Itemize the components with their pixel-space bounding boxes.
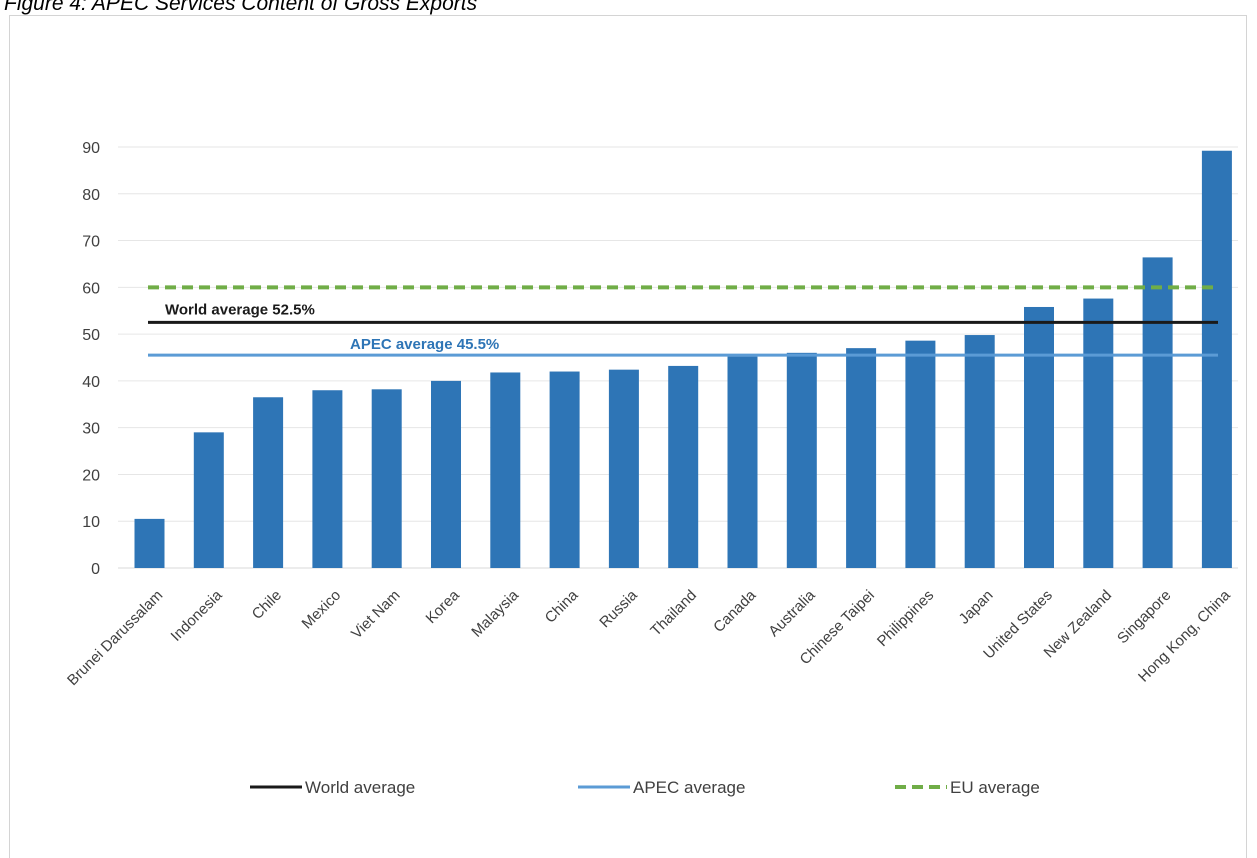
- bar: [371, 389, 402, 568]
- reference-line-annotation: APEC average 45.5%: [350, 336, 499, 353]
- x-tick-label: Russia: [596, 586, 641, 631]
- y-tick-label: 70: [82, 234, 100, 251]
- bar: [312, 390, 343, 568]
- bar: [1142, 257, 1173, 568]
- y-tick-label: 20: [82, 467, 100, 484]
- y-tick-label: 60: [82, 280, 100, 297]
- x-tick-label: Brunei Darussalam: [64, 587, 166, 689]
- bar: [253, 397, 284, 568]
- reference-line-annotation: World average 52.5%: [165, 301, 315, 318]
- bar: [608, 369, 639, 568]
- bar: [1024, 306, 1054, 568]
- x-tick-label: Malaysia: [468, 586, 522, 640]
- bar: [1201, 150, 1232, 568]
- y-tick-label: 90: [82, 140, 100, 157]
- figure-title: Figure 4: APEC Services Content of Gross…: [4, 0, 478, 15]
- x-tick-label: Australia: [765, 586, 819, 640]
- bar: [668, 365, 699, 568]
- bar: [134, 518, 165, 568]
- chart-frame: [9, 15, 1247, 858]
- x-tick-label: Korea: [423, 586, 464, 627]
- x-tick-label: Indonesia: [168, 586, 226, 644]
- x-tick-label: Philippines: [874, 587, 937, 650]
- bar: [964, 335, 995, 568]
- bar: [431, 380, 461, 568]
- x-tick-label: Viet Nam: [348, 587, 403, 642]
- legend-label: World average: [305, 778, 415, 797]
- x-tick-label: Thailand: [647, 587, 700, 640]
- bar: [846, 348, 877, 568]
- x-tick-label: Mexico: [299, 587, 345, 633]
- y-tick-label: 50: [82, 327, 100, 344]
- x-tick-label: Canada: [710, 586, 760, 636]
- y-tick-label: 10: [82, 514, 100, 531]
- x-tick-label: Japan: [956, 587, 997, 628]
- x-tick-label: Chile: [249, 587, 285, 623]
- bar: [490, 372, 521, 568]
- y-tick-label: 80: [82, 187, 100, 204]
- bar: [905, 340, 936, 568]
- bar: [193, 432, 224, 568]
- bar: [1083, 298, 1114, 568]
- x-tick-label: China: [542, 586, 582, 626]
- bar: [549, 371, 580, 568]
- y-tick-label: 0: [91, 561, 100, 578]
- x-tick-label: Singapore: [1114, 587, 1174, 647]
- legend-label: EU average: [950, 778, 1040, 797]
- bar: [727, 356, 758, 568]
- y-tick-label: 30: [82, 421, 100, 438]
- legend-label: APEC average: [633, 778, 745, 797]
- bar: [786, 352, 817, 568]
- y-tick-label: 40: [82, 374, 100, 391]
